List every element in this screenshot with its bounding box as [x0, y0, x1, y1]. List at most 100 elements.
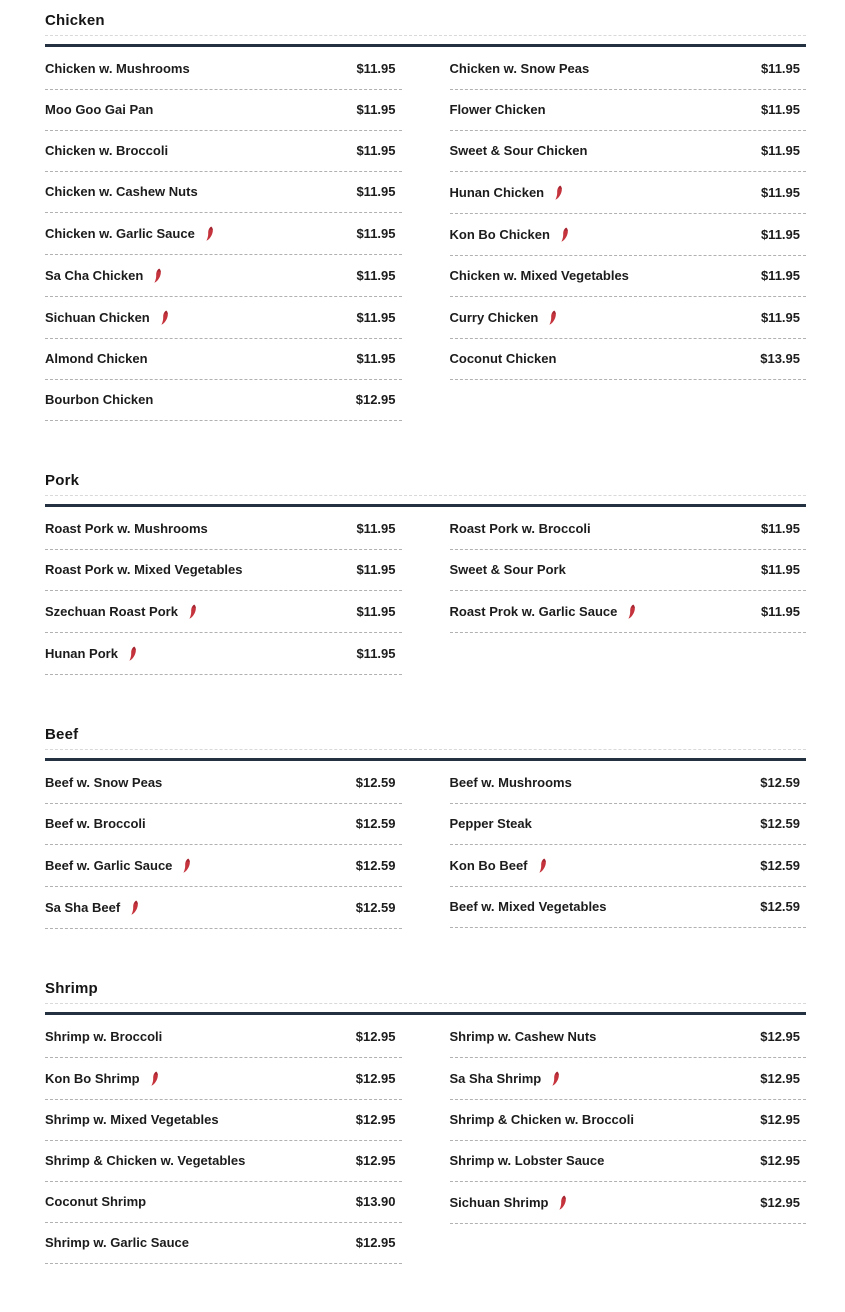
item-price: $12.59: [760, 816, 800, 831]
section-rule: [45, 1012, 806, 1015]
item-name: Roast Pork w. Broccoli: [449, 521, 591, 536]
item-name: Kon Bo Beef: [449, 857, 528, 873]
menu-column-left: Beef w. Snow Peas $12.59 Beef w. Broccol…: [45, 763, 402, 929]
chili-pepper-icon: [189, 604, 196, 619]
item-name-wrap: Hunan Pork: [45, 645, 137, 661]
menu-item-row: Sweet & Sour Chicken $11.95: [449, 131, 806, 172]
menu-column-left: Roast Pork w. Mushrooms $11.95 Roast Por…: [45, 509, 402, 675]
menu-section: Beef Beef w. Snow Peas $12.59 Beef w. Br…: [45, 726, 806, 929]
item-name: Chicken w. Snow Peas: [449, 61, 590, 76]
item-name: Sa Cha Chicken: [45, 267, 144, 283]
item-name: Coconut Chicken: [449, 351, 557, 366]
item-price: $12.59: [760, 775, 800, 790]
menu-item-row: Curry Chicken $11.95: [449, 297, 806, 339]
menu-item-row: Shrimp w. Garlic Sauce $12.95: [45, 1223, 402, 1264]
item-name-wrap: Chicken w. Mixed Vegetables: [450, 268, 629, 283]
item-name-wrap: Shrimp w. Lobster Sauce: [450, 1153, 605, 1168]
item-name-wrap: Shrimp w. Garlic Sauce: [45, 1235, 189, 1250]
item-name: Beef w. Garlic Sauce: [45, 857, 173, 873]
item-name: Szechuan Roast Pork: [45, 603, 178, 619]
item-name-wrap: Sichuan Shrimp: [450, 1194, 568, 1210]
item-name-wrap: Sichuan Chicken: [45, 309, 169, 325]
menu-item-row: Chicken w. Mixed Vegetables $11.95: [449, 256, 806, 297]
item-name-wrap: Coconut Chicken: [450, 351, 557, 366]
item-price: $12.95: [760, 1112, 800, 1127]
section-title: Shrimp: [45, 980, 806, 1004]
menu-item-row: Chicken w. Broccoli $11.95: [45, 131, 402, 172]
item-price: $13.95: [760, 351, 800, 366]
item-name-wrap: Shrimp & Chicken w. Vegetables: [45, 1153, 245, 1168]
menu-item-row: Sa Sha Beef $12.59: [45, 887, 402, 929]
item-name-wrap: Chicken w. Broccoli: [45, 143, 168, 158]
item-name: Hunan Pork: [45, 645, 118, 661]
item-name-wrap: Sa Cha Chicken: [45, 267, 162, 283]
item-price: $11.95: [356, 562, 396, 577]
menu-item-row: Kon Bo Beef $12.59: [449, 845, 806, 887]
item-name: Coconut Shrimp: [45, 1194, 147, 1209]
menu-item-row: Chicken w. Mushrooms $11.95: [45, 49, 402, 90]
item-price: $12.95: [760, 1070, 800, 1086]
item-price: $12.95: [355, 1153, 396, 1168]
item-price: $11.95: [760, 102, 800, 117]
item-name-wrap: Curry Chicken: [450, 309, 558, 325]
menu-item-row: Beef w. Broccoli $12.59: [45, 804, 402, 845]
item-price: $12.95: [760, 1153, 800, 1168]
item-name-wrap: Kon Bo Chicken: [450, 226, 569, 242]
item-name: Chicken w. Mushrooms: [45, 61, 190, 76]
item-name: Shrimp w. Broccoli: [45, 1029, 163, 1044]
item-price: $11.95: [760, 61, 800, 76]
menu-item-row: Coconut Chicken $13.95: [449, 339, 806, 380]
menu-item-row: Szechuan Roast Pork $11.95: [45, 591, 402, 633]
menu-item-row: Beef w. Mushrooms $12.59: [449, 763, 806, 804]
chili-pepper-icon: [561, 227, 568, 242]
menu-item-row: Sa Sha Shrimp $12.95: [449, 1058, 806, 1100]
section-rule: [45, 44, 806, 47]
item-name-wrap: Roast Prok w. Garlic Sauce: [450, 603, 637, 619]
item-price: $12.59: [355, 857, 396, 873]
chili-pepper-icon: [559, 1195, 567, 1210]
item-name-wrap: Roast Pork w. Mushrooms: [45, 521, 208, 536]
item-name-wrap: Sweet & Sour Chicken: [450, 143, 588, 158]
item-price: $11.95: [356, 184, 396, 199]
item-name-wrap: Chicken w. Snow Peas: [450, 61, 590, 76]
item-name: Pepper Steak: [449, 816, 532, 831]
item-name: Beef w. Snow Peas: [45, 775, 163, 790]
item-name-wrap: Moo Goo Gai Pan: [45, 102, 153, 117]
menu-item-row: Beef w. Mixed Vegetables $12.59: [449, 887, 806, 928]
menu-item-row: Roast Pork w. Mixed Vegetables $11.95: [45, 550, 402, 591]
item-name-wrap: Roast Pork w. Mixed Vegetables: [45, 562, 242, 577]
item-price: $12.59: [355, 899, 396, 915]
item-price: $11.95: [760, 562, 800, 577]
item-name: Shrimp & Chicken w. Vegetables: [45, 1153, 246, 1168]
item-name: Sa Sha Shrimp: [449, 1070, 542, 1086]
item-name-wrap: Sa Sha Shrimp: [450, 1070, 561, 1086]
item-name-wrap: Shrimp w. Broccoli: [45, 1029, 162, 1044]
chili-pepper-icon: [151, 1071, 158, 1086]
item-name-wrap: Flower Chicken: [450, 102, 546, 117]
chili-pepper-icon: [549, 310, 557, 325]
chili-pepper-icon: [538, 858, 546, 873]
menu-item-row: Moo Goo Gai Pan $11.95: [45, 90, 402, 131]
item-price: $11.95: [760, 143, 800, 158]
menu-item-row: Flower Chicken $11.95: [449, 90, 806, 131]
item-name: Shrimp & Chicken w. Broccoli: [449, 1112, 634, 1127]
chili-pepper-icon: [131, 900, 139, 915]
menu-item-row: Shrimp w. Lobster Sauce $12.95: [449, 1141, 806, 1182]
item-name: Kon Bo Shrimp: [45, 1070, 140, 1086]
item-price: $11.95: [356, 645, 396, 661]
menu-item-row: Chicken w. Cashew Nuts $11.95: [45, 172, 402, 213]
menu-item-row: Pepper Steak $12.59: [449, 804, 806, 845]
item-name-wrap: Beef w. Broccoli: [45, 816, 146, 831]
item-name-wrap: Bourbon Chicken: [45, 392, 153, 407]
item-name: Shrimp w. Cashew Nuts: [449, 1029, 597, 1044]
menu-item-row: Almond Chicken $11.95: [45, 339, 402, 380]
menu-item-row: Roast Prok w. Garlic Sauce $11.95: [449, 591, 806, 633]
menu-item-row: Chicken w. Snow Peas $11.95: [449, 49, 806, 90]
item-name-wrap: Kon Bo Beef: [450, 857, 547, 873]
menu-item-row: Beef w. Garlic Sauce $12.59: [45, 845, 402, 887]
menu-column-right: Beef w. Mushrooms $12.59 Pepper Steak $1…: [449, 763, 806, 928]
item-price: $13.90: [355, 1194, 396, 1209]
chili-pepper-icon: [154, 268, 162, 283]
menu-column-left: Chicken w. Mushrooms $11.95 Moo Goo Gai …: [45, 49, 402, 421]
